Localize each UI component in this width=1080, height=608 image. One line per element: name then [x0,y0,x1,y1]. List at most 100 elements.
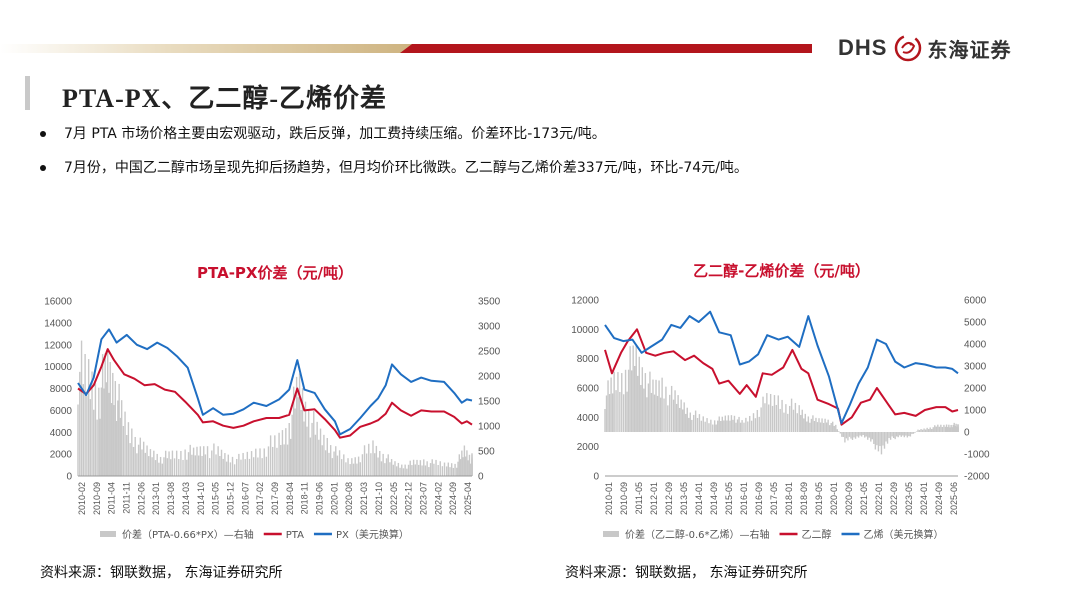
spread-bar [331,458,334,476]
spread-bar [841,432,843,437]
spread-bar [423,459,425,476]
series-line-red [77,348,473,439]
spread-bar [630,370,633,432]
spread-bar [723,420,725,432]
spread-bar [613,371,615,432]
spread-bar [286,444,289,476]
spread-bar [443,462,446,476]
spread-bar [850,432,852,439]
right-axis-tick-label: 4000 [964,340,987,351]
spread-bar [107,350,109,476]
spread-bar [803,418,805,432]
spread-bar [227,454,229,476]
spread-bar [816,422,819,432]
spread-bar [717,420,719,432]
spread-bar [809,422,811,432]
spread-bar [99,418,101,476]
spread-bar [416,459,418,476]
x-axis-tick-label: 2010-09 [619,482,629,515]
spread-bar [206,446,209,476]
spread-bar [316,421,318,476]
spread-bar [468,454,471,476]
spread-bar [835,424,837,432]
spread-bar [794,402,797,432]
spread-bar [429,463,432,476]
legend-label: PTA [286,530,304,541]
chart-meg-ethylene: 乙二醇-乙烯价差（元/吨） 0 2000 4000 6000 8000 10000 12000… [555,255,1055,555]
spread-bar [291,414,293,476]
right-axis-tick-label: 1500 [478,397,501,408]
spread-bar [404,464,406,476]
spread-bar [766,393,768,432]
spread-bar [349,464,351,476]
spread-bar [278,432,280,476]
company-logo: DHS 东海证券 [838,30,1011,66]
x-axis-tick-label: 2015-05 [211,482,221,515]
spread-bar [638,356,640,432]
spread-bar [617,372,619,432]
spread-bar [669,394,671,432]
spread-bar [159,456,162,476]
spread-bar [738,416,740,432]
right-axis-tick-label: 2000 [478,372,501,383]
spread-bar [756,409,759,432]
bullet-text: 7月份，中国乙二醇市场呈现先抑后扬趋势，但月均价环比微跌。乙二醇与乙烯价差337… [64,160,748,176]
left-axis-tick-label: 4000 [50,428,73,439]
spread-bar [163,457,165,476]
spread-bar [712,424,714,432]
spread-bar [853,432,855,438]
x-axis-tick-label: 2017-09 [270,482,280,515]
spread-bar [683,402,685,432]
spread-bar [760,407,762,432]
spread-bar [437,465,439,476]
spread-bar [812,415,814,432]
spread-bar [680,399,682,432]
x-axis-tick-label: 2014-10 [196,482,206,515]
spread-bar [955,423,957,432]
spread-bar [399,467,401,476]
spread-bar [883,432,886,449]
spread-bar [184,449,186,476]
title-accent-bar [25,76,30,110]
spread-bar [458,454,461,476]
spread-bar [937,424,939,432]
spread-bar [314,434,317,476]
spread-bar [203,446,205,476]
spread-bar [250,451,253,476]
spread-bar [897,432,899,438]
spread-bar [122,426,125,476]
spread-bar [844,432,846,443]
left-axis-tick-label: 0 [66,472,72,483]
spread-bar [783,412,785,432]
spread-bar [877,432,880,452]
spread-bar [380,461,383,476]
chart-pta-px: PTA-PX价差（元/吨） 0 2000 4000 6000 8000 10000 12000… [30,255,530,555]
spread-bar [336,455,339,476]
spread-bar [166,458,169,476]
spread-bar [685,413,687,432]
spread-bar [454,463,456,476]
spread-bar [752,413,755,432]
x-axis-tick-label: 2017-05 [769,482,779,515]
spread-bar [627,369,630,432]
source-note-right: 资料来源：钢联数据， 东海证券研究所 [565,565,808,581]
spread-bar [390,459,393,476]
chart-pta-px-svg: PTA-PX价差（元/吨）020004000600080001000012000… [44,264,501,541]
spread-bar [934,425,936,432]
spread-bar [105,382,108,476]
logo-cn-text: 东海证券 [927,37,1012,62]
spread-bar [801,409,803,432]
spread-bar [944,426,947,432]
x-axis-tick-label: 2013-05 [679,482,689,515]
spread-bar [470,463,472,476]
spread-bar [911,432,913,435]
spread-bar [104,353,106,476]
spread-bar [356,463,358,476]
spread-bar [411,465,413,476]
spread-bar [886,432,889,444]
x-axis-tick-label: 2014-01 [694,482,704,515]
spread-bar [876,432,878,446]
spread-bar [384,463,386,476]
spread-bar [730,415,733,432]
spread-bar [871,432,874,440]
